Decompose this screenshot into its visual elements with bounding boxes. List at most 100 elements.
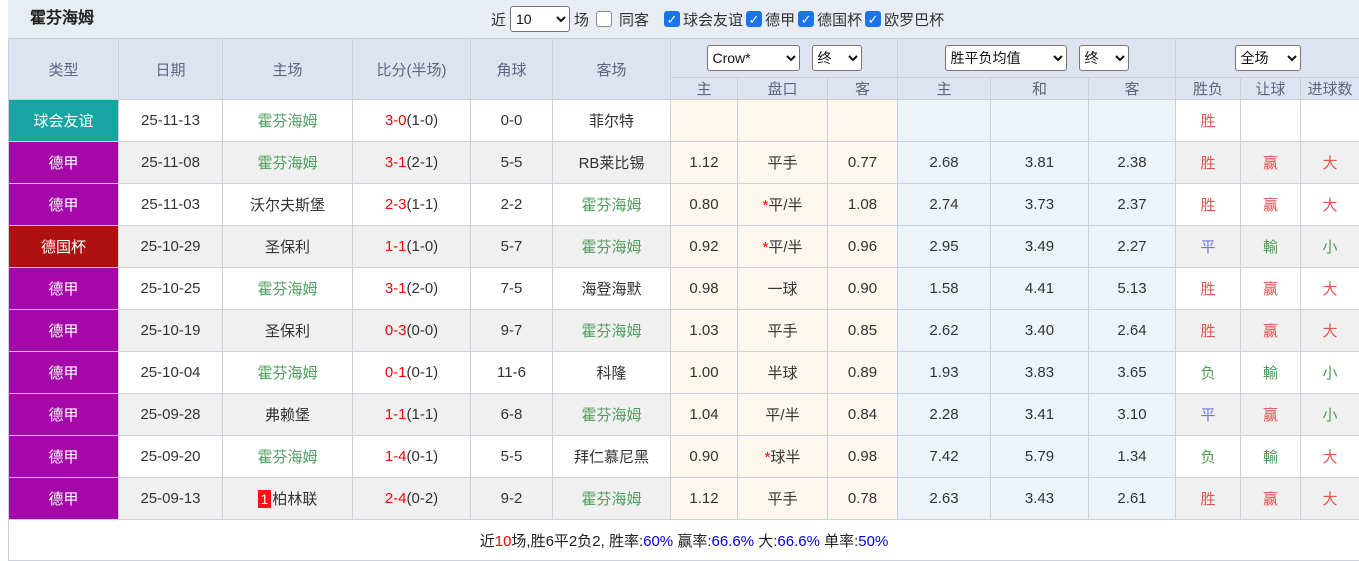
handicap-result <box>1241 100 1301 142</box>
away-team-name: 霍芬海姆 <box>581 407 641 424</box>
corner-count: 6-8 <box>471 394 553 436</box>
odds-company-select[interactable]: Crow* <box>707 45 800 71</box>
summary-segment: 单率: <box>820 533 858 550</box>
asia-home-odds: 1.12 <box>671 478 738 520</box>
asia-away-odds: 0.78 <box>828 478 898 520</box>
competition-checkbox[interactable]: ✓ <box>865 11 881 27</box>
halftime-score: (0-0) <box>407 322 439 339</box>
avg-draw-odds: 3.73 <box>991 184 1089 226</box>
asia-home-odds: 0.90 <box>671 436 738 478</box>
corner-count: 11-6 <box>471 352 553 394</box>
avg-away-header: 客 <box>1089 78 1176 100</box>
handicap-result: 赢 <box>1241 394 1301 436</box>
avg-home-header: 主 <box>898 78 991 100</box>
asia-handicap-line: *平/半 <box>738 184 828 226</box>
score-cell: 0-1(0-1) <box>353 352 471 394</box>
avg-away-odds: 1.34 <box>1089 436 1176 478</box>
matches-table: 类型 日期 主场 比分(半场) 角球 客场 Crow* 终 胜平负均值 终 全场 <box>8 38 1359 561</box>
match-date: 25-11-03 <box>119 184 223 226</box>
match-type-badge: 德甲 <box>9 352 119 394</box>
avg-home-odds: 1.58 <box>898 268 991 310</box>
away-team-name: RB莱比锡 <box>579 155 645 172</box>
fulltime-score: 3-1 <box>385 280 407 297</box>
handicap-text: 一球 <box>767 281 797 298</box>
home-team-name: 霍芬海姆 <box>257 281 317 298</box>
avg-time-select[interactable]: 终 <box>1079 45 1129 71</box>
avg-away-odds: 3.10 <box>1089 394 1176 436</box>
goals-result: 小 <box>1301 226 1359 268</box>
competition-checkbox[interactable]: ✓ <box>798 11 814 27</box>
avg-draw-odds <box>991 100 1089 142</box>
goals-result: 大 <box>1301 184 1359 226</box>
handicap-result: 輸 <box>1241 436 1301 478</box>
score-cell: 3-1(2-0) <box>353 268 471 310</box>
match-type-badge: 德国杯 <box>9 226 119 268</box>
competition-checkbox[interactable]: ✓ <box>664 11 680 27</box>
asia-handicap-line: 一球 <box>738 268 828 310</box>
asia-line-header: 盘口 <box>738 78 828 100</box>
match-type-badge: 德甲 <box>9 436 119 478</box>
avg-away-odds: 5.13 <box>1089 268 1176 310</box>
fulltime-score: 2-3 <box>385 196 407 213</box>
fulltime-score: 1-1 <box>385 238 407 255</box>
avg-home-odds <box>898 100 991 142</box>
handicap-result: 輸 <box>1241 352 1301 394</box>
avg-away-odds: 2.61 <box>1089 478 1176 520</box>
away-team-cell: 海登海默 <box>553 268 671 310</box>
away-team-name: 海登海默 <box>581 281 641 298</box>
goals-result: 大 <box>1301 436 1359 478</box>
competition-checkbox[interactable]: ✓ <box>746 11 762 27</box>
avg-away-odds: 2.64 <box>1089 310 1176 352</box>
col-score-header: 比分(半场) <box>353 39 471 100</box>
asia-odds-group: Crow* 终 <box>671 39 898 78</box>
avg-draw-odds: 3.81 <box>991 142 1089 184</box>
goals-result: 大 <box>1301 478 1359 520</box>
recent-count-select[interactable]: 10 <box>510 6 570 32</box>
score-cell: 2-3(1-1) <box>353 184 471 226</box>
score-cell: 3-1(2-1) <box>353 142 471 184</box>
asia-home-odds: 0.92 <box>671 226 738 268</box>
match-result: 胜 <box>1176 310 1241 352</box>
home-team-cell: 霍芬海姆 <box>223 142 353 184</box>
away-team-name: 科隆 <box>596 365 626 382</box>
home-team-name: 柏林联 <box>272 491 317 508</box>
handicap-text: 平手 <box>767 323 797 340</box>
col-corner-header: 角球 <box>471 39 553 100</box>
handicap-text: 平/半 <box>768 239 802 256</box>
away-team-cell: 霍芬海姆 <box>553 226 671 268</box>
goals-header: 进球数 <box>1301 78 1359 100</box>
odds-time-select[interactable]: 终 <box>812 45 862 71</box>
avg-odds-group: 胜平负均值 终 <box>898 39 1176 78</box>
match-result: 负 <box>1176 352 1241 394</box>
away-team-cell: 霍芬海姆 <box>553 394 671 436</box>
home-team-cell: 霍芬海姆 <box>223 352 353 394</box>
match-date: 25-09-13 <box>119 478 223 520</box>
match-result: 平 <box>1176 226 1241 268</box>
avg-home-odds: 2.62 <box>898 310 991 352</box>
asia-handicap-line: 半球 <box>738 352 828 394</box>
avg-type-select[interactable]: 胜平负均值 <box>945 45 1067 71</box>
competition-label: 德甲 <box>765 9 795 30</box>
asia-home-odds: 1.00 <box>671 352 738 394</box>
result-group: 全场 <box>1176 39 1359 78</box>
match-type-badge: 德甲 <box>9 268 119 310</box>
summary-segment: 66.6% <box>712 533 755 550</box>
summary-cell: 近10场,胜6平2负2, 胜率:60% 赢率:66.6% 大:66.6% 单率:… <box>9 520 1359 561</box>
avg-draw-odds: 3.49 <box>991 226 1089 268</box>
home-team-name: 圣保利 <box>265 239 310 256</box>
fulltime-score: 0-1 <box>385 364 407 381</box>
asia-home-odds: 1.03 <box>671 310 738 352</box>
corner-count: 9-7 <box>471 310 553 352</box>
avg-draw-odds: 3.83 <box>991 352 1089 394</box>
scope-select[interactable]: 全场 <box>1235 45 1301 71</box>
summary-segment: 场,胜6平2负2, 胜率: <box>511 533 643 550</box>
same-away-checkbox[interactable] <box>596 11 612 27</box>
corner-count: 7-5 <box>471 268 553 310</box>
corner-count: 2-2 <box>471 184 553 226</box>
avg-away-odds: 2.38 <box>1089 142 1176 184</box>
